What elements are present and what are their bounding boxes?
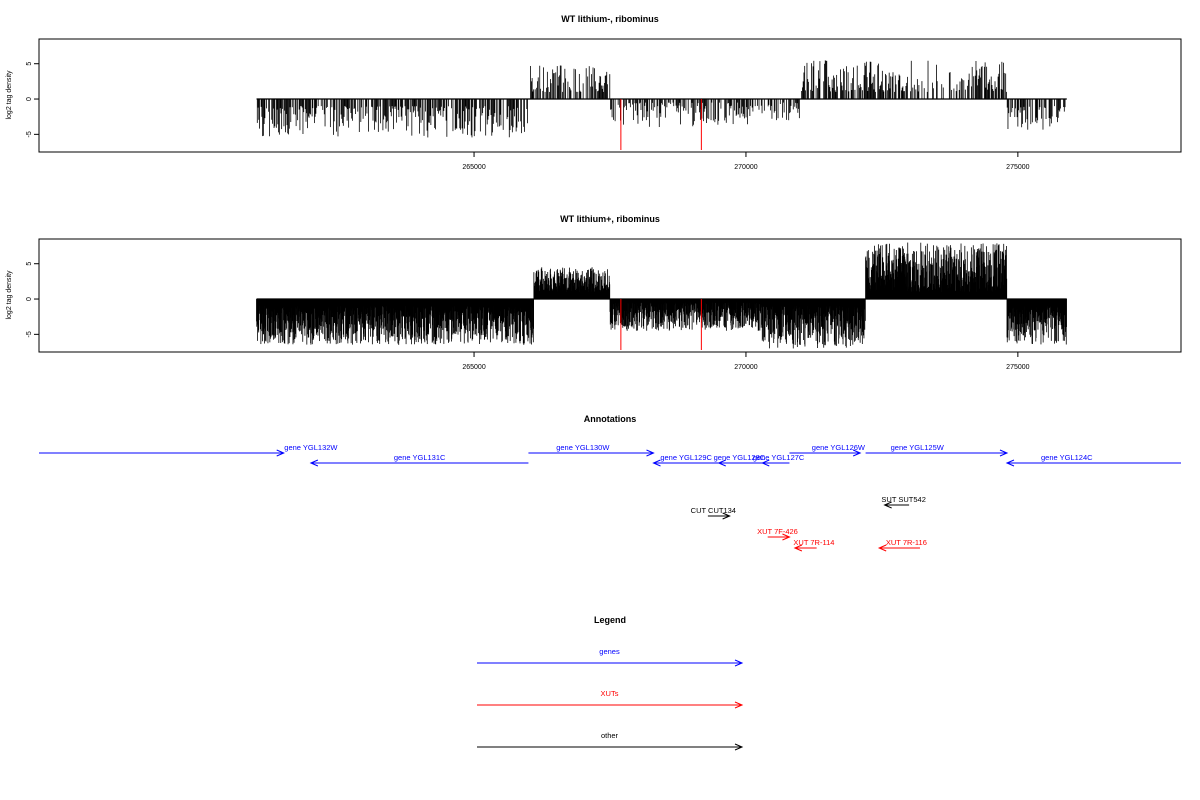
- feature-label: XUT 7R-116: [886, 538, 927, 547]
- panel-title: WT lithium+, ribominus: [560, 214, 660, 224]
- feature-arrowhead: [276, 449, 285, 457]
- annotation-feature: XUT 7R-116: [877, 538, 927, 552]
- x-tick-label: 275000: [1006, 164, 1029, 171]
- annotation-feature: gene YGL124C: [1005, 453, 1181, 467]
- y-tick-label: 0: [26, 297, 33, 301]
- annotation-feature: XUT 7F-426: [757, 527, 798, 541]
- feature-label: gene YGL126W: [812, 443, 866, 452]
- legend-arrowhead: [734, 701, 744, 709]
- y-axis: -5 0 5: [26, 62, 40, 137]
- feature-arrowhead: [309, 459, 319, 467]
- annotation-feature: gene YGL130W: [528, 443, 655, 457]
- legend-label: genes: [599, 647, 620, 656]
- feature-label: gene YGL131C: [394, 453, 446, 462]
- annotations-title: Annotations: [584, 414, 637, 424]
- feature-arrowhead: [646, 449, 655, 457]
- feature-arrowhead: [722, 512, 731, 520]
- legend-arrowhead: [734, 659, 744, 667]
- annotation-feature: XUT 7R-114: [793, 538, 834, 552]
- legend-section: Legend genes XUTs other: [477, 615, 744, 751]
- legend-item: other: [477, 731, 744, 751]
- x-tick-label: 270000: [734, 164, 757, 171]
- feature-arrowhead: [793, 544, 803, 552]
- feature-label: gene YGL127C: [753, 453, 805, 462]
- feature-label: XUT 7F-426: [757, 527, 798, 536]
- y-axis-label: log2 tag density: [6, 70, 13, 120]
- track-panel-lithium-minus: WT lithium-, ribominus log2 tag density …: [6, 14, 1182, 171]
- legend-label: XUTs: [601, 689, 619, 698]
- legend-arrowhead: [734, 743, 744, 751]
- y-tick-label: -5: [26, 331, 33, 337]
- y-axis: -5 0 5: [26, 262, 40, 337]
- feature-label: CUT CUT134: [691, 506, 736, 515]
- annotation-feature: CUT CUT134: [691, 506, 736, 520]
- x-tick-label: 265000: [462, 364, 485, 371]
- y-tick-label: 0: [26, 97, 33, 101]
- annotation-feature: gene YGL131C: [309, 453, 529, 467]
- signal-bars: [256, 242, 1067, 350]
- feature-arrowhead: [782, 533, 791, 541]
- feature-arrowhead: [883, 501, 892, 509]
- legend-items: genes XUTs other: [477, 647, 744, 751]
- feature-arrowhead: [1005, 459, 1015, 467]
- x-axis: 265000 270000 275000: [462, 351, 1030, 371]
- feature-arrowhead: [717, 459, 726, 467]
- x-tick-label: 275000: [1006, 364, 1029, 371]
- x-tick-label: 270000: [734, 364, 757, 371]
- feature-label: gene YGL132W: [284, 443, 338, 452]
- y-tick-label: 5: [26, 62, 33, 66]
- feature-arrowhead: [877, 544, 887, 552]
- feature-arrowhead: [652, 459, 661, 467]
- annotation-feature: gene YGL128C: [714, 453, 766, 467]
- x-axis: 265000 270000 275000: [462, 151, 1030, 171]
- x-tick-label: 265000: [462, 164, 485, 171]
- feature-label: gene YGL129C: [660, 453, 712, 462]
- feature-label: gene YGL130W: [556, 443, 610, 452]
- annotation-feature: gene YGL129C: [652, 453, 719, 467]
- legend-title: Legend: [594, 615, 626, 625]
- panel-title: WT lithium-, ribominus: [561, 14, 659, 24]
- legend-item: XUTs: [477, 689, 744, 709]
- feature-label: gene YGL128C: [714, 453, 766, 462]
- track-panel-lithium-plus: WT lithium+, ribominus log2 tag density …: [6, 214, 1182, 371]
- y-tick-label: 5: [26, 262, 33, 266]
- annotation-features: gene YGL132W gene YGL131C gene YGL130W gene…: [39, 443, 1181, 552]
- legend-item: genes: [477, 647, 744, 667]
- feature-label: XUT 7R-114: [793, 538, 834, 547]
- feature-arrowhead: [852, 449, 862, 457]
- feature-arrowhead: [999, 449, 1009, 457]
- annotation-feature: gene YGL132W: [39, 443, 338, 457]
- annotation-feature: SUT SUT542: [881, 495, 926, 509]
- signal-bars: [256, 60, 1067, 150]
- feature-label: gene YGL125W: [891, 443, 945, 452]
- annotation-feature: gene YGL125W: [865, 443, 1009, 457]
- annotation-feature: gene YGL126W: [789, 443, 866, 457]
- y-tick-label: -5: [26, 131, 33, 137]
- feature-label: SUT SUT542: [881, 495, 925, 504]
- legend-label: other: [601, 731, 619, 740]
- feature-arrowhead: [760, 459, 770, 467]
- annotation-feature: gene YGL127C: [753, 453, 805, 467]
- feature-label: gene YGL124C: [1041, 453, 1093, 462]
- y-axis-label: log2 tag density: [6, 270, 13, 320]
